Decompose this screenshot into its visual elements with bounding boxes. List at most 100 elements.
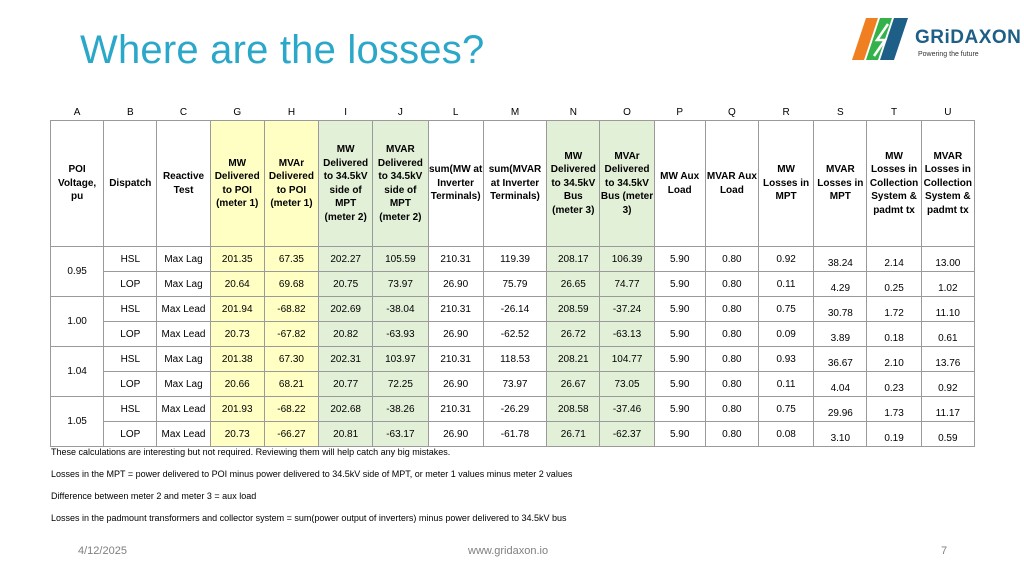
value-cell: 202.27 <box>318 246 374 272</box>
value-cell: 5.90 <box>653 346 706 372</box>
reactive-test-cell: Max Lag <box>156 346 211 372</box>
value-cell: 3.89 <box>813 321 868 347</box>
dispatch-cell: HSL <box>103 346 158 372</box>
value-cell: 26.90 <box>427 271 484 297</box>
table-row: LOP Max Lag 20.66 68.21 20.77 72.25 26.90 73.97… <box>51 371 976 397</box>
voltage-cell: 0.95 <box>49 246 105 297</box>
value-cell: 67.35 <box>263 246 320 272</box>
column-letter: C <box>179 106 188 118</box>
value-cell: 0.11 <box>757 371 815 397</box>
column-header: MVAR Losses in Collection System & padmt… <box>920 120 976 247</box>
value-cell: -61.78 <box>482 421 548 447</box>
column-letter: J <box>397 106 403 118</box>
voltage-cell: 1.00 <box>49 296 105 347</box>
table-row: 1.05 HSL Max Lead 201.93 -68.22 202.68 -38.26 2… <box>49 396 976 447</box>
column-header: MVAR Aux Load <box>704 120 759 247</box>
value-cell: 1.72 <box>866 296 922 322</box>
value-cell: 13.76 <box>920 346 976 372</box>
value-cell: 0.92 <box>757 246 815 272</box>
value-cell: 0.09 <box>757 321 815 347</box>
value-cell: 0.18 <box>866 321 922 347</box>
notes: These calculations are interesting but n… <box>51 447 572 535</box>
header-row: POI Voltage, pu Dispatch Reactive Test MW D… <box>49 120 976 247</box>
value-cell: 72.25 <box>372 371 429 397</box>
voltage-cell: 1.04 <box>49 346 105 397</box>
value-cell: 0.80 <box>704 321 759 347</box>
column-letter: M <box>510 106 520 118</box>
slide-title: Where are the losses? <box>80 28 485 72</box>
value-cell: 4.29 <box>813 271 868 297</box>
value-cell: 0.92 <box>920 371 976 397</box>
value-cell: 75.79 <box>482 271 548 297</box>
value-cell: -37.46 <box>599 396 655 422</box>
value-cell: 5.90 <box>653 321 706 347</box>
column-letter: Q <box>727 106 736 118</box>
footer-page-number: 7 <box>941 545 948 557</box>
value-cell: 68.21 <box>263 371 320 397</box>
value-cell: 5.90 <box>653 246 706 272</box>
table-row: 1.04 HSL Max Lag 201.38 67.30 202.31 103.97 210… <box>49 346 976 397</box>
value-cell: 20.66 <box>209 371 265 397</box>
reactive-test-cell: Max Lead <box>156 421 211 447</box>
reactive-test-cell: Max Lag <box>156 271 211 297</box>
logo-tagline: Powering the future <box>918 51 979 58</box>
value-cell: -63.17 <box>372 421 429 447</box>
value-cell: 26.65 <box>546 271 601 297</box>
note-line: Losses in the padmount transformers and … <box>51 513 567 523</box>
value-cell: 20.81 <box>318 421 374 447</box>
value-cell: 1.73 <box>866 396 922 422</box>
table-row: LOP Max Lead 20.73 -67.82 20.82 -63.93 26.90 -6… <box>51 321 976 347</box>
value-cell: 20.77 <box>318 371 374 397</box>
dispatch-cell: LOP <box>103 271 158 297</box>
column-letter: R <box>782 106 790 118</box>
value-cell: 0.80 <box>704 421 759 447</box>
value-cell: 20.73 <box>209 321 265 347</box>
value-cell: 210.31 <box>427 246 484 272</box>
column-letter: L <box>452 106 459 118</box>
value-cell: 5.90 <box>653 296 706 322</box>
value-cell: -37.24 <box>599 296 655 322</box>
column-letter: H <box>287 106 296 118</box>
value-cell: -38.04 <box>372 296 429 322</box>
value-cell: -67.82 <box>263 321 320 347</box>
value-cell: 69.68 <box>263 271 320 297</box>
value-cell: 201.38 <box>209 346 265 372</box>
value-cell: 11.10 <box>920 296 976 322</box>
value-cell: 20.73 <box>209 421 265 447</box>
value-cell: 1.02 <box>920 271 976 297</box>
column-header: Dispatch <box>103 120 158 247</box>
value-cell: 26.90 <box>427 421 484 447</box>
value-cell: 0.61 <box>920 321 976 347</box>
column-letter: B <box>126 106 134 118</box>
value-cell: 3.10 <box>813 421 868 447</box>
column-header: MVAR Losses in MPT <box>813 120 868 247</box>
column-letter: G <box>233 106 242 118</box>
value-cell: 210.31 <box>427 296 484 322</box>
value-cell: 73.97 <box>372 271 429 297</box>
column-header: MW Aux Load <box>653 120 706 247</box>
reactive-test-cell: Max Lead <box>156 321 211 347</box>
value-cell: 20.75 <box>318 271 374 297</box>
value-cell: 20.82 <box>318 321 374 347</box>
value-cell: 29.96 <box>813 396 868 422</box>
reactive-test-cell: Max Lead <box>156 296 211 322</box>
value-cell: 67.30 <box>263 346 320 372</box>
column-header: MW Losses in MPT <box>757 120 815 247</box>
reactive-test-cell: Max Lag <box>156 246 211 272</box>
column-letter: T <box>890 106 898 118</box>
value-cell: 26.90 <box>427 371 484 397</box>
value-cell: -63.93 <box>372 321 429 347</box>
column-header: MW Losses in Collection System & padmt t… <box>866 120 922 247</box>
column-letter: O <box>623 106 631 118</box>
column-header: POI Voltage, pu <box>49 120 105 247</box>
dispatch-cell: LOP <box>103 421 158 447</box>
value-cell: 201.93 <box>209 396 265 422</box>
value-cell: 208.17 <box>546 246 601 272</box>
value-cell: 210.31 <box>427 346 484 372</box>
reactive-test-cell: Max Lag <box>156 371 211 397</box>
value-cell: 5.90 <box>653 396 706 422</box>
value-cell: -68.82 <box>263 296 320 322</box>
value-cell: 0.80 <box>704 271 759 297</box>
reactive-test-cell: Max Lead <box>156 396 211 422</box>
